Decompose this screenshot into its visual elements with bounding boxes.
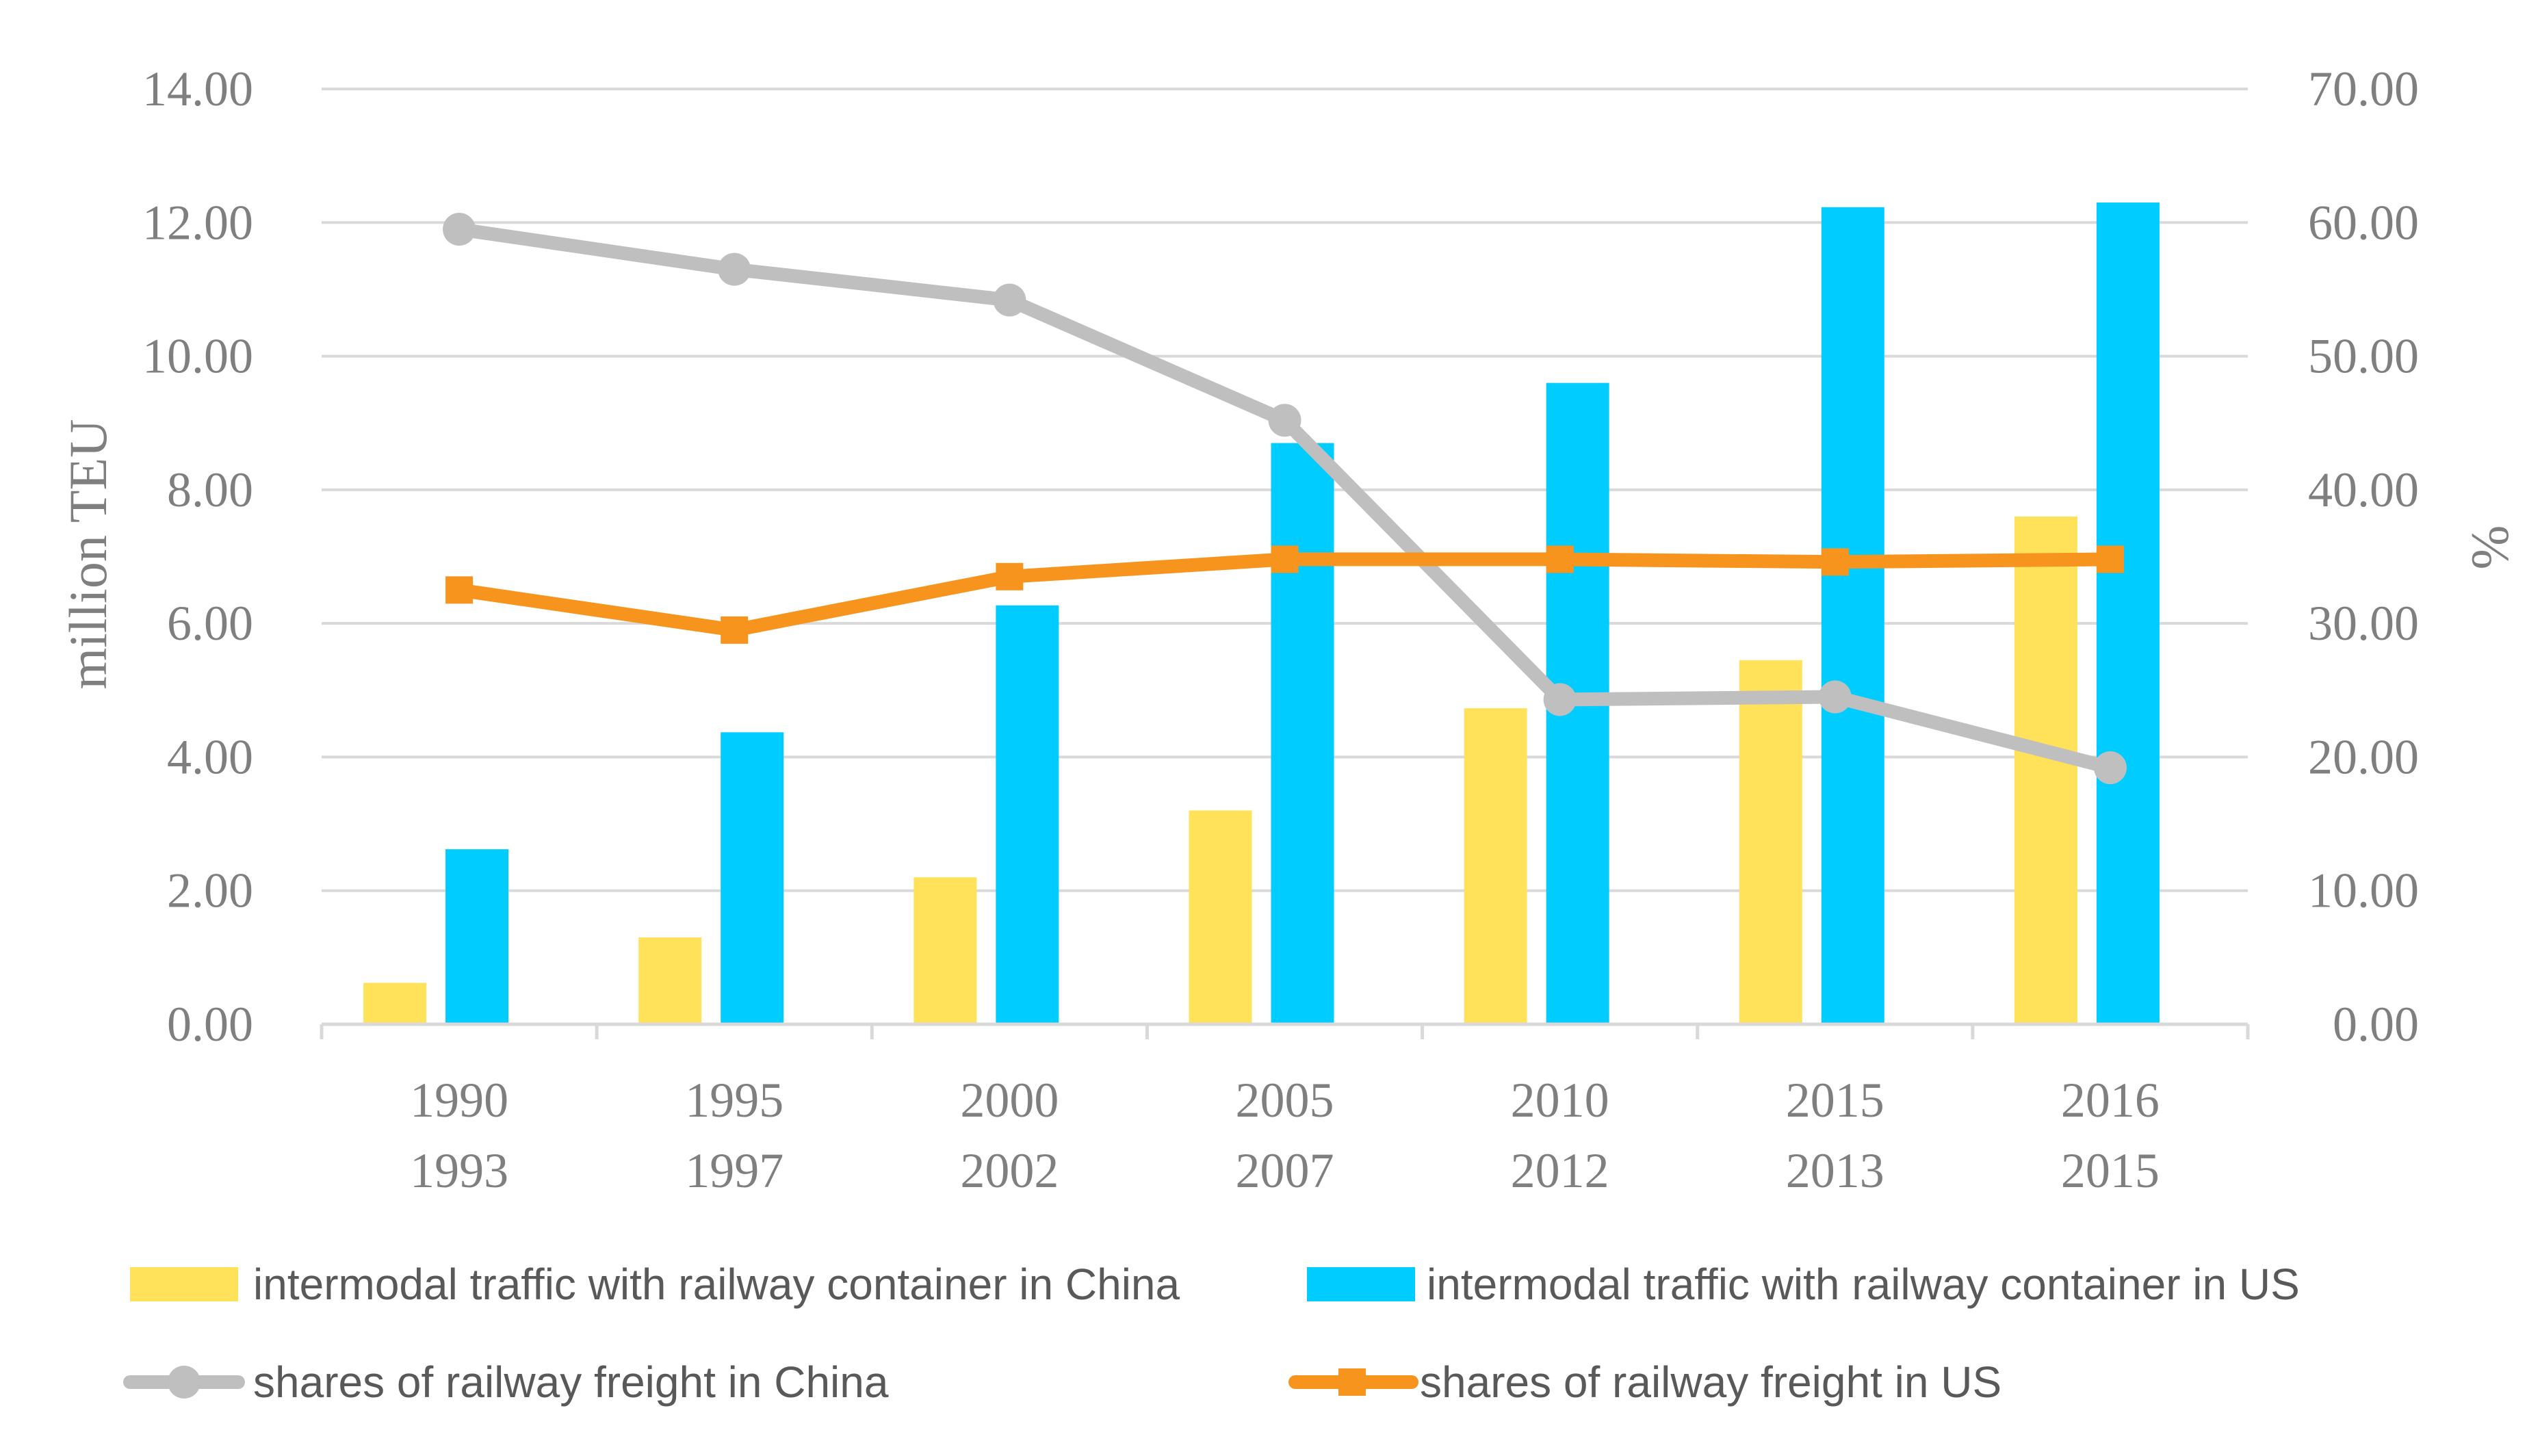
bar-us [1271, 443, 1334, 1024]
x-tick-label: 2002 [960, 1143, 1059, 1198]
right-axis-title: % [2460, 525, 2519, 570]
line-point-circle [1818, 680, 1852, 714]
x-tick-label: 2005 [1236, 1073, 1334, 1128]
line-point-circle [1543, 683, 1577, 716]
right-tick-label: 40.00 [2308, 463, 2419, 517]
legend-swatch-us-bar [1307, 1267, 1415, 1301]
x-tick-label: 2000 [960, 1073, 1059, 1128]
right-tick-label: 60.00 [2308, 195, 2419, 250]
left-axis-title: million TEU [58, 419, 118, 689]
left-axis-ticks: 0.00 2.00 4.00 6.00 8.00 10.00 12.00 14.00 [142, 62, 253, 1052]
x-tick-label: 2015 [1786, 1073, 1884, 1128]
x-axis-ticks: 1990 1993 1995 1997 2000 2002 2005 2007 2010 2012… [410, 1073, 2160, 1198]
x-tick-label: 2010 [1511, 1073, 1609, 1128]
legend: intermodal traffic with railway containe… [123, 1260, 2300, 1407]
line-point-square [2096, 545, 2124, 573]
line-point-circle [2093, 751, 2127, 785]
x-tick-label: 1997 [685, 1143, 783, 1198]
x-tick-label: 1995 [685, 1073, 783, 1128]
left-tick-label: 8.00 [167, 463, 253, 517]
line-series [443, 213, 2127, 785]
bar-china [638, 937, 702, 1024]
right-axis-ticks: 0.00 10.00 20.00 30.00 40.00 50.00 60.00 70.00 [2308, 62, 2419, 1052]
bar-china [913, 877, 977, 1024]
line-point-circle [993, 283, 1026, 317]
bar-us [2096, 202, 2160, 1024]
right-tick-label: 50.00 [2308, 329, 2419, 384]
legend-label-china-bar: intermodal traffic with railway containe… [253, 1260, 1180, 1309]
axes [320, 1022, 2250, 1039]
right-tick-label: 30.00 [2308, 596, 2419, 651]
line-point-circle [443, 213, 476, 246]
x-tick-label: 2013 [1786, 1143, 1884, 1198]
x-tick-label: 1993 [410, 1143, 508, 1198]
right-tick-label: 10.00 [2308, 863, 2419, 918]
right-tick-label: 20.00 [2308, 729, 2419, 784]
bar-china [1739, 660, 1802, 1024]
left-tick-label: 6.00 [167, 596, 253, 651]
x-tick-label: 2015 [2061, 1143, 2160, 1198]
x-tick-label: 2007 [1236, 1143, 1334, 1198]
legend-marker-square-icon [1338, 1368, 1366, 1396]
line-point-circle [1268, 404, 1301, 437]
right-tick-label: 0.00 [2333, 997, 2419, 1052]
bar-series [363, 202, 2160, 1024]
x-tick-label: 1990 [410, 1073, 508, 1128]
bar-us [721, 732, 784, 1024]
bar-china [2014, 516, 2077, 1024]
bar-china [1189, 810, 1252, 1024]
line-point-square [1546, 545, 1574, 573]
left-tick-label: 2.00 [167, 863, 253, 918]
x-tick-label: 2012 [1511, 1143, 1609, 1198]
bar-china [1464, 708, 1527, 1024]
line-point-square [996, 562, 1024, 590]
bar-us [996, 605, 1059, 1024]
bar-us [445, 849, 509, 1024]
legend-label-us-line: shares of railway freight in US [1420, 1357, 2001, 1407]
bar-china [363, 983, 427, 1024]
right-tick-label: 70.00 [2308, 62, 2419, 116]
left-tick-label: 12.00 [142, 195, 253, 250]
legend-label-us-bar: intermodal traffic with railway containe… [1427, 1260, 2300, 1309]
x-tick-label: 2016 [2061, 1073, 2160, 1128]
left-tick-label: 10.00 [142, 329, 253, 384]
left-tick-label: 14.00 [142, 62, 253, 116]
legend-marker-circle-icon [168, 1366, 200, 1399]
legend-swatch-china-bar [130, 1267, 238, 1301]
line-point-square [721, 616, 749, 644]
line-point-square [445, 576, 474, 604]
line-point-square [1821, 548, 1849, 576]
bar-us [1821, 207, 1884, 1024]
left-tick-label: 0.00 [167, 997, 253, 1052]
left-tick-label: 4.00 [167, 729, 253, 784]
legend-label-china-line: shares of railway freight in China [253, 1357, 889, 1407]
line-point-circle [718, 252, 751, 286]
line-point-square [1271, 545, 1299, 573]
